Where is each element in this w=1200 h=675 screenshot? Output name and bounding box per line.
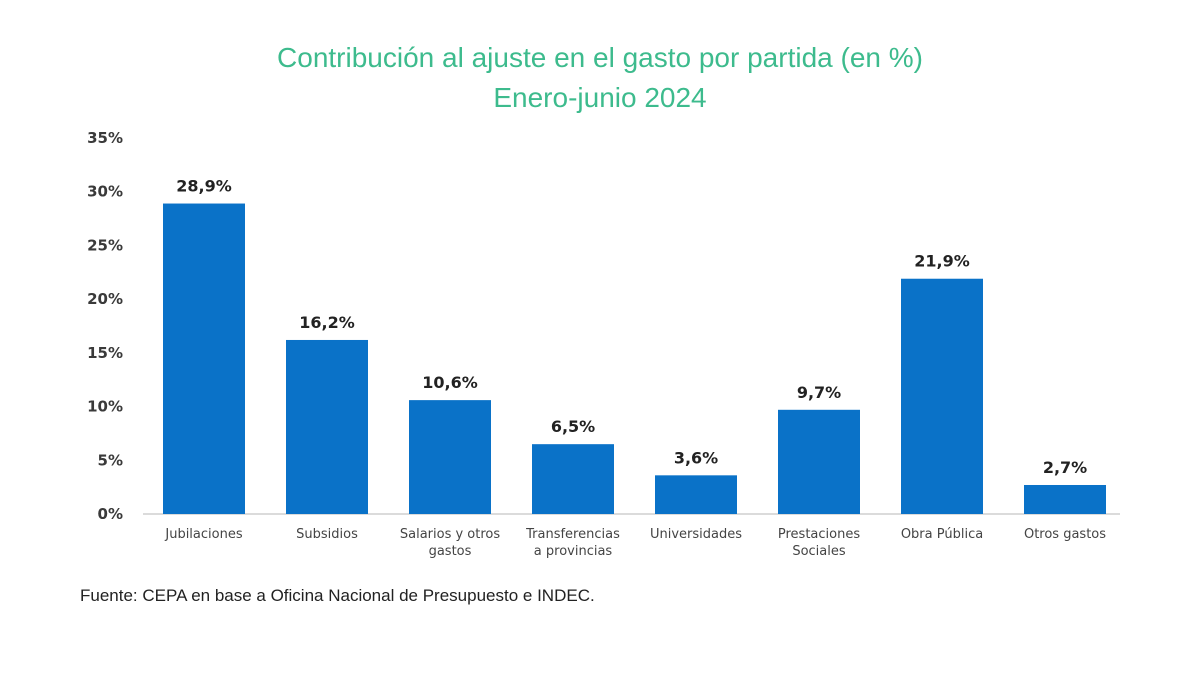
x-tick-label: Prestaciones	[778, 527, 860, 542]
bar	[163, 203, 245, 514]
bar	[409, 400, 491, 514]
data-label: 28,9%	[176, 177, 232, 196]
x-tick-label: Salarios y otros	[400, 527, 501, 542]
data-labels: 28,9% 16,2% 10,6% 6,5% 3,6% 9,7% 21,9% 2,7%	[176, 177, 1087, 477]
x-tick-label: Sociales	[792, 544, 846, 559]
y-tick-label: 10%	[87, 398, 123, 416]
x-tick-label: gastos	[429, 544, 472, 559]
bar	[532, 444, 614, 514]
data-label: 6,5%	[551, 417, 595, 436]
data-label: 10,6%	[422, 373, 478, 392]
x-tick-label: Universidades	[650, 527, 742, 542]
x-tick-label: Subsidios	[296, 527, 358, 542]
y-tick-label: 25%	[87, 236, 123, 254]
bar	[778, 409, 860, 514]
data-label: 16,2%	[299, 313, 355, 332]
data-label: 21,9%	[914, 252, 970, 271]
x-tick-label: Jubilaciones	[164, 527, 242, 542]
y-tick-label: 15%	[87, 344, 123, 362]
y-tick-label: 0%	[98, 505, 123, 523]
chart-subtitle: Enero-junio 2024	[493, 82, 707, 113]
bars	[163, 203, 1106, 514]
y-tick-label: 5%	[98, 451, 123, 469]
x-axis-labels: Jubilaciones Subsidios Salarios y otros gas…	[164, 527, 1106, 559]
x-tick-label: a provincias	[534, 544, 613, 559]
data-label: 3,6%	[674, 448, 718, 467]
y-tick-label: 20%	[87, 290, 123, 308]
x-tick-label: Obra Pública	[901, 527, 983, 542]
y-axis: 0% 5% 10% 15% 20% 25% 30% 35%	[87, 129, 123, 523]
x-tick-label: Otros gastos	[1024, 527, 1106, 542]
chart-title: Contribución al ajuste en el gasto por p…	[277, 42, 923, 73]
data-label: 2,7%	[1043, 458, 1087, 477]
y-tick-label: 35%	[87, 129, 123, 147]
bar	[655, 475, 737, 514]
source-note: Fuente: CEPA en base a Oficina Nacional …	[80, 586, 595, 605]
data-label: 9,7%	[797, 383, 841, 402]
y-tick-label: 30%	[87, 183, 123, 201]
bar	[901, 278, 983, 514]
bar	[1024, 484, 1106, 514]
bar	[286, 339, 368, 514]
x-tick-label: Transferencias	[525, 527, 620, 542]
